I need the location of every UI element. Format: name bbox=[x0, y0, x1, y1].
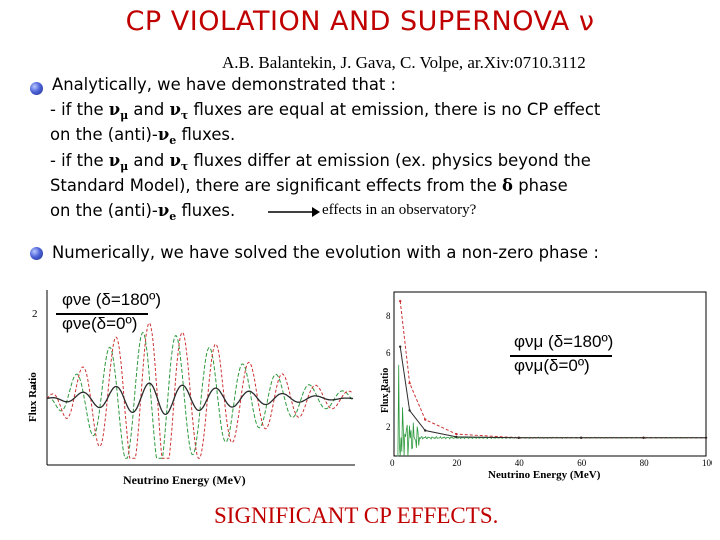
y-tick-label: 6 bbox=[386, 348, 391, 358]
text-segment: fluxes differ at emission (ex. physics b… bbox=[188, 151, 591, 170]
text-segment: on the (anti)- bbox=[50, 125, 158, 144]
x-tick-label: 0 bbox=[390, 458, 395, 468]
data-point bbox=[642, 436, 645, 439]
text-segment: phase bbox=[512, 176, 568, 195]
legend-divider bbox=[56, 313, 148, 315]
x-tick-label: 20 bbox=[452, 458, 462, 468]
data-point bbox=[455, 432, 458, 436]
legend-divider bbox=[510, 355, 612, 357]
arrow-note: effects in an observatory? bbox=[322, 202, 477, 218]
y-axis-label: Flux Ratio bbox=[27, 372, 39, 422]
text-segment: Standard Model), there are significant e… bbox=[50, 176, 503, 195]
data-point bbox=[424, 418, 427, 421]
right-flux-plot: 8 6 4 2 Flux Ratio Neutrino Energy (MeV)… bbox=[380, 291, 712, 481]
bullet1-line3: on the (anti)-νe fluxes. bbox=[50, 122, 235, 149]
text-segment: - if the bbox=[50, 100, 109, 119]
nu-symbol: ν bbox=[108, 151, 121, 170]
text-segment: on the (anti)- bbox=[50, 201, 158, 220]
y-tick-label: 1 bbox=[32, 381, 38, 393]
left-flux-plot: 2 1 Flux Ratio Neutrino Energy (MeV) bbox=[27, 290, 355, 487]
data-point bbox=[399, 345, 402, 348]
x-axis-label: Neutrino Energy (MeV) bbox=[123, 473, 246, 487]
tau-subscript: τ bbox=[180, 160, 189, 173]
legend-phi-mu-180: φνμ (δ=180º) bbox=[514, 332, 614, 351]
bullet1-line2: - if the νμ and ντ fluxes are equal at e… bbox=[50, 97, 600, 124]
legend-phi-e-0: φνe(δ=0º) bbox=[62, 314, 138, 333]
bullet1-line1: Analytically, we have demonstrated that … bbox=[52, 75, 397, 94]
text-segment: fluxes are equal at emission, there is n… bbox=[188, 100, 601, 119]
bullet2-text: Numerically, we have solved the evolutio… bbox=[52, 243, 599, 262]
nu-symbol: ν bbox=[108, 100, 121, 119]
series-line-delta-180 bbox=[46, 322, 354, 459]
x-tick-label: 60 bbox=[577, 458, 587, 468]
data-point bbox=[455, 435, 458, 439]
data-point bbox=[424, 429, 427, 432]
y-tick-label: 4 bbox=[386, 385, 391, 395]
right-arrow-icon bbox=[268, 207, 320, 217]
nu-symbol: ν bbox=[169, 100, 181, 119]
nu-symbol: ν bbox=[169, 151, 181, 170]
y-axis-label: Flux Ratio bbox=[380, 368, 391, 413]
page-title: CP VIOLATION AND SUPERNOVA ν bbox=[125, 6, 595, 37]
x-tick-label: 80 bbox=[640, 458, 650, 468]
bullet-icon bbox=[30, 82, 43, 95]
legend-phi-mu-0: φνμ(δ=0º) bbox=[514, 356, 590, 375]
nu-symbol: ν bbox=[157, 125, 170, 144]
series-line-delta-0 bbox=[46, 382, 354, 416]
data-point bbox=[517, 436, 520, 439]
x-tick-label: 100 bbox=[702, 458, 712, 468]
mu-subscript: μ bbox=[120, 160, 129, 173]
x-axis-label: Neutrino Energy (MeV) bbox=[488, 469, 601, 481]
text-segment: and bbox=[128, 100, 170, 119]
text-segment: and bbox=[128, 151, 170, 170]
data-point bbox=[408, 381, 411, 385]
text-segment: fluxes. bbox=[176, 201, 236, 220]
tau-subscript: τ bbox=[180, 109, 189, 122]
series-line-green bbox=[397, 364, 707, 457]
plot-frame bbox=[393, 291, 707, 457]
bullet-icon bbox=[30, 247, 43, 260]
data-point bbox=[580, 436, 583, 439]
y-tick-label: 2 bbox=[32, 308, 38, 320]
nu-symbol: ν bbox=[157, 201, 170, 220]
citation: A.B. Balantekin, J. Gava, C. Volpe, ar.X… bbox=[222, 53, 586, 72]
y-tick-label: 8 bbox=[386, 311, 391, 321]
text-segment: fluxes. bbox=[176, 125, 236, 144]
e-subscript: e bbox=[169, 210, 177, 223]
series-line-green bbox=[46, 331, 354, 459]
bullet1-line6: on the (anti)-νe fluxes. bbox=[50, 198, 235, 225]
delta-symbol: δ bbox=[502, 176, 513, 195]
e-subscript: e bbox=[169, 134, 177, 147]
bullet1-line5: Standard Model), there are significant e… bbox=[50, 173, 568, 198]
data-point bbox=[408, 409, 411, 412]
text-segment: - if the bbox=[50, 151, 109, 170]
conclusion-text: SIGNIFICANT CP EFFECTS. bbox=[214, 503, 499, 528]
x-tick-label: 40 bbox=[515, 458, 525, 468]
mu-subscript: μ bbox=[120, 109, 129, 122]
bullet1-line4: - if the νμ and ντ fluxes differ at emis… bbox=[50, 148, 591, 175]
legend-phi-e-180: φνe (δ=180º) bbox=[62, 290, 161, 309]
series-line-delta-180 bbox=[399, 301, 706, 439]
data-point bbox=[399, 299, 402, 303]
data-point bbox=[704, 436, 708, 439]
y-tick-label: 2 bbox=[386, 422, 391, 432]
series-line-delta-0 bbox=[399, 346, 706, 439]
